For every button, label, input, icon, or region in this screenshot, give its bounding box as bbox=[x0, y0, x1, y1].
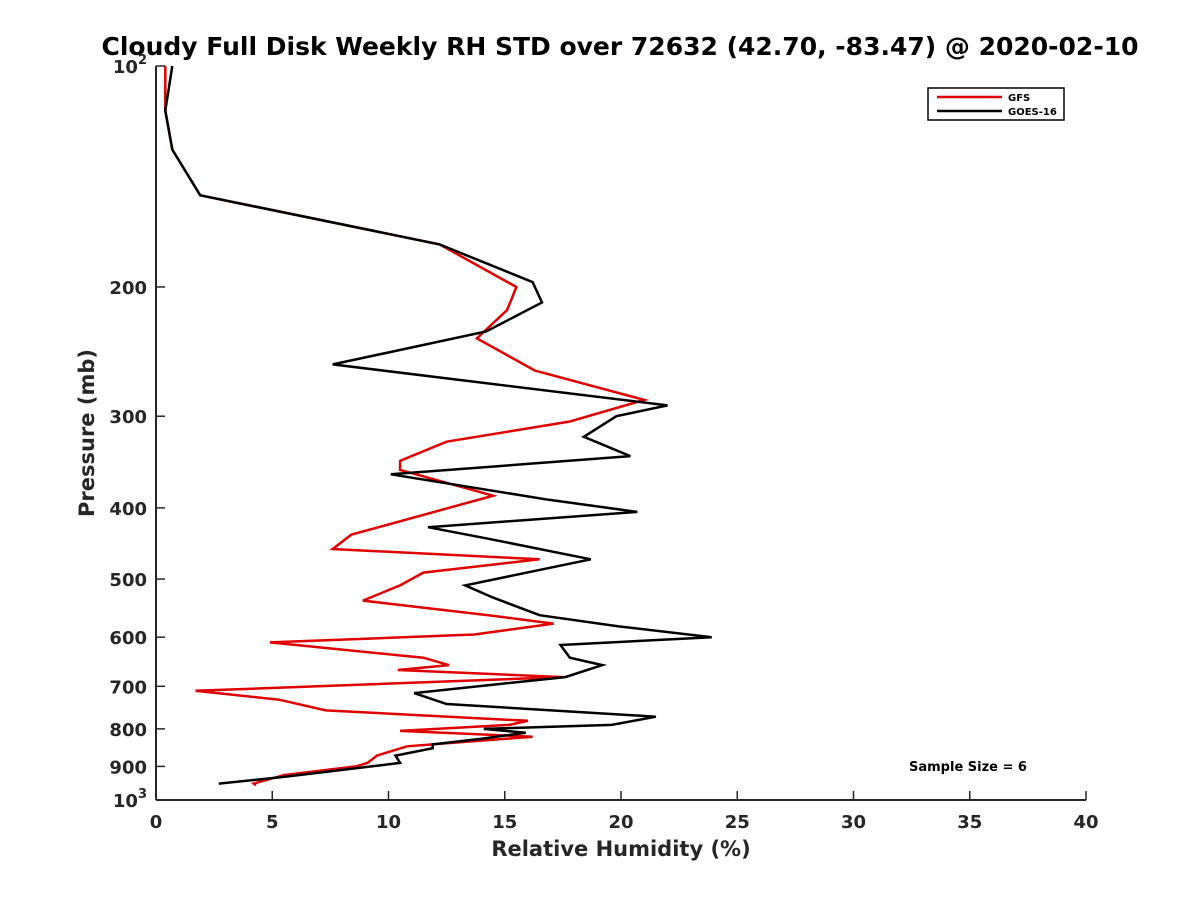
x-tick-label: 0 bbox=[150, 812, 163, 833]
y-tick-label: 400 bbox=[109, 499, 147, 520]
y-tick-label: 103 bbox=[113, 787, 147, 812]
sample-size-annotation: Sample Size = 6 bbox=[909, 760, 1027, 775]
y-axis-label: Pressure (mb) bbox=[75, 349, 99, 517]
x-axis-label: Relative Humidity (%) bbox=[491, 837, 750, 861]
y-tick-label: 800 bbox=[109, 720, 147, 741]
y-tick-label: 500 bbox=[109, 570, 147, 591]
x-tick-label: 20 bbox=[608, 812, 633, 833]
y-tick-label: 700 bbox=[109, 677, 147, 698]
chart-title: Cloudy Full Disk Weekly RH STD over 7263… bbox=[101, 32, 1138, 61]
legend-label-goes16: GOES-16 bbox=[1008, 107, 1057, 118]
legend-label-gfs: GFS bbox=[1008, 93, 1030, 104]
x-tick-label: 30 bbox=[841, 812, 866, 833]
x-tick-label: 10 bbox=[376, 812, 401, 833]
series-layer bbox=[164, 65, 712, 787]
y-ticks: 102 200 300 400 500 600 700 800 900 103 bbox=[109, 53, 165, 812]
x-tick-label: 25 bbox=[725, 812, 750, 833]
x-tick-label: 40 bbox=[1073, 812, 1098, 833]
y-tick-label: 900 bbox=[109, 757, 147, 778]
x-tick-label: 5 bbox=[266, 812, 279, 833]
y-tick-label: 200 bbox=[109, 278, 147, 299]
y-tick-label: 300 bbox=[109, 407, 147, 428]
y-tick-label: 600 bbox=[109, 628, 147, 649]
legend: GFS GOES-16 bbox=[927, 87, 1065, 121]
x-tick-label: 35 bbox=[957, 812, 982, 833]
x-tick-label: 15 bbox=[492, 812, 517, 833]
x-ticks: 0 5 10 15 20 25 30 35 40 bbox=[150, 791, 1099, 833]
legend-box bbox=[927, 87, 1065, 121]
series-line-goes16 bbox=[164, 65, 712, 785]
y-tick-label: 102 bbox=[113, 53, 147, 78]
series-line-gfs bbox=[164, 66, 649, 787]
